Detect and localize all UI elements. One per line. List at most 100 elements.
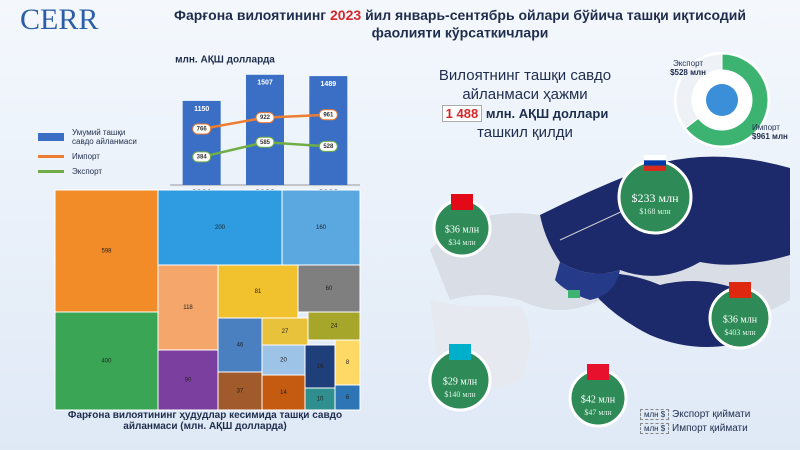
tile-label: 20 [280,358,287,364]
tile-label: 46 [237,343,244,349]
data-label: 384 [197,154,208,160]
tile-label: 16 [317,364,324,370]
pie-value: $528 млн [670,68,706,77]
data-label: 766 [197,127,208,133]
data-label: 585 [260,140,271,146]
title-year: 2023 [330,7,361,23]
data-label: 1150 [194,106,209,113]
legend: Умумий ташқи савдо айланмаси Импорт Экспор… [38,128,148,182]
highlight: Вилоятнинг ташқи савдо айланмаси ҳажми 1… [420,66,630,142]
legend-label: Импорт [72,152,100,161]
data-label: 1507 [257,80,273,87]
bar [182,100,221,185]
title-line: фаолияти кўрсаткичлари [372,25,549,41]
flag [644,165,666,171]
treemap-tile [157,349,219,411]
tile-label: 6 [346,395,350,401]
treemap-tile [54,189,159,313]
legend-label: Экспорт [72,167,103,176]
treemap-tile [217,264,299,319]
tile-label: 598 [101,249,112,255]
tile-label: 14 [280,390,287,396]
import-value: $168 млн [639,207,671,216]
data-label: 1489 [321,81,337,88]
pie-slice [675,53,723,129]
import-value: $34 млн [448,238,476,247]
map-uzbekistan [568,290,580,298]
legend-swatch [38,155,64,158]
tile-label: 118 [183,305,193,311]
pie-category: Экспорт [673,59,703,68]
highlight-text: ташкил қилди [477,124,573,141]
treemap-tile [157,264,219,351]
treemap-tile [157,189,283,266]
point [192,123,212,135]
map-china [580,272,748,348]
logo: CERR [20,3,98,36]
legend-sample: млн $ [640,409,670,420]
bar [309,76,348,185]
tile-label: 37 [237,389,244,395]
tile-label: 200 [215,225,226,231]
tile-label: 160 [316,225,327,231]
map [430,156,790,390]
data-label: 528 [323,144,334,150]
export-value: $29 млн [443,376,478,387]
flag [729,282,751,298]
legend-label: Умумий ташқи савдо айланмаси [72,128,137,146]
point [255,136,275,148]
treemap-tile [217,371,263,411]
tile-label: 60 [326,286,333,292]
export-value: $233 млн [631,191,679,205]
treemap-tile [297,264,361,313]
treemap-tile [54,311,159,411]
legend-item: Экспорт [38,167,148,176]
pie-slice [684,53,769,147]
pie-value: $961 млн [752,132,788,141]
legend-item: Импорт [38,152,148,161]
point [318,109,338,121]
tile-label: 8 [346,360,350,366]
treemap-tile [261,344,306,376]
globe [706,84,738,116]
tile-label: 400 [101,359,112,365]
point [192,151,212,163]
bar [246,74,284,185]
highlight-unit: млн. АҚШ доллари [485,106,609,121]
legend-label: Экспорт қиймати [672,409,751,420]
import-value: $403 млн [724,328,756,337]
highlight-amount: 1 488 [441,105,483,122]
legend-item: Умумий ташқи савдо айланмаси [38,128,148,146]
highlight-text: айланмаси ҳажми [462,86,588,103]
bar-subtitle: млн. АҚШ долларда [175,55,275,66]
legend-swatch [38,170,64,173]
import-value: $140 млн [444,390,476,399]
tile-label: 90 [185,378,192,384]
title: Фарғона вилоятининг 2023 йил январь-сент… [174,7,746,23]
flag [587,364,609,380]
treemap-caption: Фарғона вилоятининг ҳудудлар кесимида та… [67,410,343,432]
tile-label: 27 [282,329,289,335]
legend-sample: млн $ [640,423,670,434]
export-value: $36 млн [445,224,480,235]
legend-label: Импорт қиймати [672,423,748,434]
legend-swatch [38,133,64,141]
point [318,140,338,152]
flag [449,344,471,360]
highlight-text: Вилоятнинг ташқи савдо [438,67,612,84]
treemap-tile [281,189,361,266]
tile-label: 81 [255,289,262,295]
tile-label: 24 [331,324,338,330]
point [255,112,275,124]
treemap-tile [307,311,361,341]
connector [559,209,626,241]
title-part: йил январь-сентябрь ойлари бўйича ташқи … [365,7,746,23]
export-value: $42 млн [581,394,616,405]
pie-category: Импорт [752,123,780,132]
treemap-tile [334,339,361,386]
flag [644,155,666,161]
import-value: $47 млн [584,408,612,417]
flag [451,194,473,210]
